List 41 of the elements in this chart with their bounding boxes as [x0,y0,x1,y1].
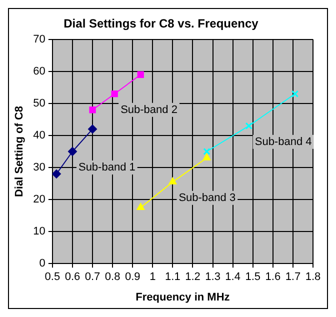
series-label: Sub-band 2 [120,104,178,116]
x-tick-label: 1.4 [225,271,240,284]
point [136,203,145,210]
x-tick-label: 1.8 [305,271,321,284]
y-tick-label: 10 [33,226,46,238]
point [168,177,177,184]
y-tick-label: 40 [33,130,46,142]
x-tick-label: 0.7 [84,271,100,284]
x-tick-label: 0.9 [124,271,140,284]
point [203,148,210,156]
point [68,147,77,156]
x-tick-label: 1.3 [205,271,220,284]
series-label: Sub-band 4 [254,136,312,148]
point [88,124,98,134]
x-tick-label: 0.6 [64,271,80,284]
point [245,122,252,130]
x-axis-title: Frequency in MHz [136,291,230,304]
x-tick-label: 1.7 [285,271,301,284]
point [202,153,211,160]
y-tick-label: 30 [33,162,46,174]
chart-title: Dial Settings for C8 vs. Frequency [64,16,259,31]
x-tick-label: 1 [150,271,156,284]
point [291,90,299,98]
x-tick-label: 0.5 [44,271,60,284]
x-tick-label: 1.2 [185,271,200,284]
y-tick-label: 60 [33,65,46,78]
x-tick-label: 1.6 [265,271,281,284]
point [111,90,118,98]
y-tick-label: 20 [33,194,46,206]
x-tick-label: 0.8 [104,271,120,284]
point [89,106,96,114]
point [137,71,144,78]
y-tick-label: 0 [39,258,46,270]
point [52,169,61,178]
y-axis-title: Dial Setting of C8 [14,106,26,198]
y-tick-label: 70 [33,33,46,46]
x-tick-label: 1.5 [245,271,261,284]
series-label: Sub-band 3 [178,192,236,204]
x-tick-label: 1.1 [165,271,180,284]
y-tick-label: 50 [33,97,46,110]
series-label: Sub-band 1 [78,162,136,174]
